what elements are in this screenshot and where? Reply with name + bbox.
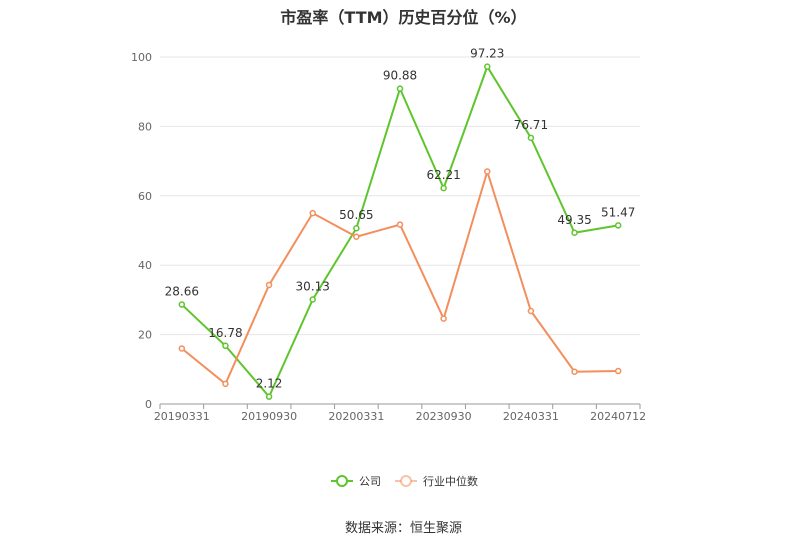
data-point: [571, 229, 578, 237]
legend-item-company[interactable]: 公司: [331, 475, 381, 488]
y-tick-label: 20: [138, 329, 152, 342]
x-tick-label: 20230930: [416, 410, 472, 423]
y-tick-label: 40: [138, 259, 152, 272]
legend-marker: [336, 475, 348, 487]
y-tick-label: 100: [131, 51, 152, 64]
data-point: [178, 301, 186, 308]
data-point: [527, 134, 535, 142]
x-tick-label: 20200331: [328, 410, 384, 423]
data-point: [396, 221, 404, 228]
data-label: 50.65: [339, 208, 373, 222]
data-point: [614, 367, 622, 375]
data-point: [309, 209, 316, 217]
data-point: [571, 368, 578, 375]
data-point: [353, 224, 360, 232]
data-label: 51.47: [601, 205, 635, 219]
x-tick-label: 20190331: [154, 410, 210, 423]
data-label: 49.35: [557, 213, 591, 227]
x-tick-label: 20240331: [503, 410, 559, 423]
data-label: 2.12: [256, 377, 283, 391]
data-point: [484, 63, 491, 70]
data-point: [309, 296, 316, 303]
data-point: [265, 393, 273, 400]
data-label: 30.13: [296, 279, 330, 293]
data-point: [353, 233, 360, 240]
legend-label: 公司: [359, 475, 381, 488]
y-tick-label: 0: [145, 398, 152, 411]
data-point: [614, 222, 622, 229]
series-line-industry-median: [181, 168, 619, 386]
data-point: [484, 168, 491, 175]
y-tick-label: 80: [138, 120, 152, 133]
data-label: 97.23: [470, 47, 504, 61]
data-point: [396, 85, 404, 92]
data-point: [222, 380, 229, 388]
x-tick-label: 20240712: [590, 410, 646, 423]
data-point: [440, 184, 447, 192]
x-tick-label: 20190930: [241, 410, 297, 423]
data-point: [440, 315, 447, 322]
chart-title: 市盈率（TTM）历史百分位（%）: [280, 8, 527, 27]
legend-label: 行业中位数: [423, 474, 478, 488]
y-tick-label: 60: [138, 190, 152, 203]
data-label: 28.66: [165, 285, 199, 299]
data-label: 62.21: [426, 168, 460, 182]
data-label: 90.88: [383, 69, 417, 83]
data-point: [178, 345, 186, 352]
data-label: 16.78: [208, 326, 242, 340]
data-point: [222, 342, 229, 350]
data-point: [265, 281, 273, 289]
data-point: [527, 307, 535, 315]
data-source-note: 数据来源：恒生聚源: [344, 521, 462, 536]
legend-item-industry-median[interactable]: 行业中位数: [395, 474, 478, 488]
data-label: 76.71: [514, 118, 548, 132]
series-line-company: [181, 64, 619, 399]
legend-marker: [400, 475, 412, 487]
